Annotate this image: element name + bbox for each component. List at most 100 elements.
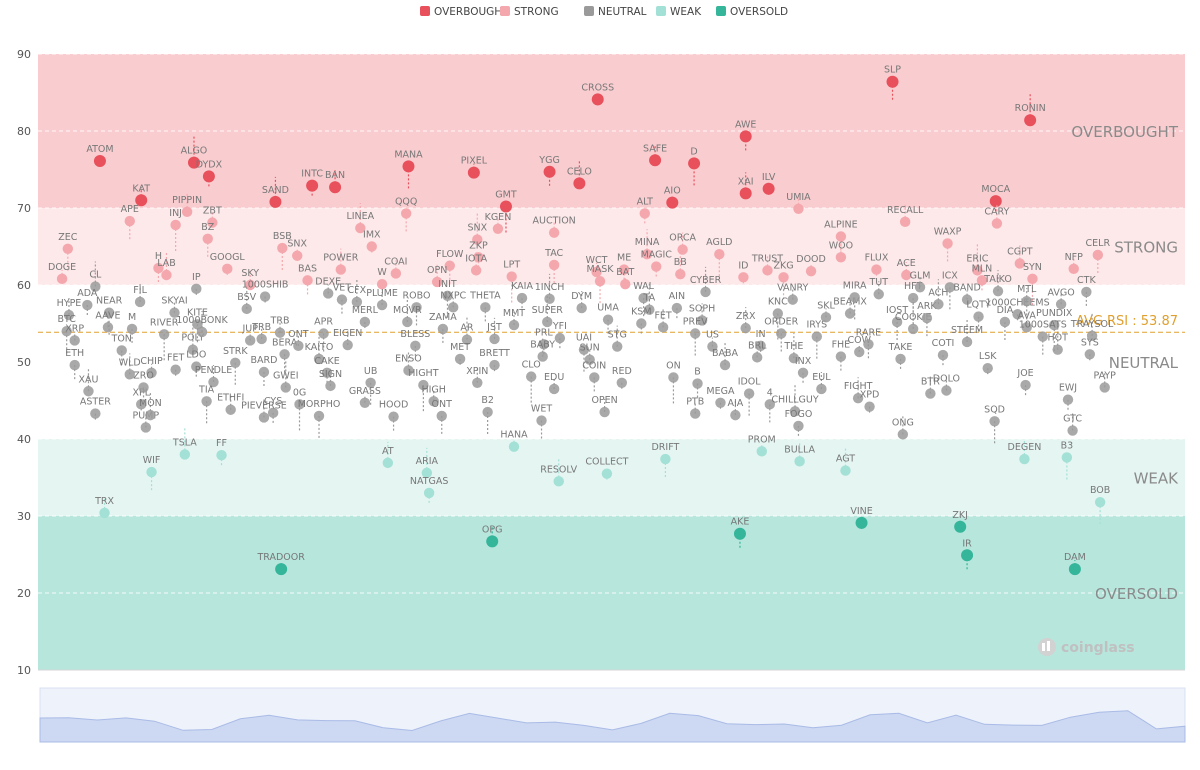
data-point-eul[interactable]: [816, 383, 827, 395]
data-point-order[interactable]: [776, 328, 787, 339]
data-point-dood[interactable]: [805, 265, 817, 277]
data-point-eth[interactable]: [69, 359, 80, 371]
data-point-cl[interactable]: [90, 281, 101, 292]
data-point-nfp[interactable]: [1068, 263, 1079, 275]
data-point-flux[interactable]: [871, 264, 882, 275]
data-point-pump[interactable]: [140, 422, 152, 433]
data-point-inx[interactable]: [797, 367, 809, 378]
data-point-alt[interactable]: [639, 208, 650, 219]
legend-swatch-weak[interactable]: [656, 6, 666, 16]
data-point-recall[interactable]: [899, 216, 911, 228]
data-point-traysol[interactable]: [1086, 330, 1098, 342]
data-point-mon[interactable]: [145, 409, 156, 421]
data-point-movr[interactable]: [402, 316, 413, 328]
data-point-robo[interactable]: [411, 302, 422, 313]
data-point-dam[interactable]: [1068, 563, 1081, 576]
data-point-0g[interactable]: [294, 399, 305, 410]
data-point-coin[interactable]: [589, 372, 600, 383]
data-point-aster[interactable]: [90, 408, 101, 419]
data-point-init[interactable]: [442, 290, 453, 301]
data-point-lqty[interactable]: [973, 311, 984, 322]
data-point-umia[interactable]: [793, 203, 804, 214]
data-point-ewj[interactable]: [1062, 394, 1074, 405]
data-point-mana[interactable]: [402, 160, 415, 173]
data-point-bulla[interactable]: [794, 456, 805, 467]
data-point-linea[interactable]: [355, 222, 366, 234]
data-point-zro[interactable]: [138, 382, 149, 393]
data-point-xpin[interactable]: [472, 377, 483, 388]
data-point-sand[interactable]: [269, 195, 282, 208]
data-point-beamx[interactable]: [844, 308, 856, 319]
data-point-plume[interactable]: [376, 299, 388, 311]
data-point-skyai[interactable]: [169, 307, 180, 318]
data-point-agld[interactable]: [714, 249, 725, 260]
data-point-uai[interactable]: [578, 344, 590, 355]
data-point-wld[interactable]: [124, 369, 135, 380]
data-point-ta[interactable]: [644, 304, 655, 315]
data-point-trx[interactable]: [99, 507, 110, 519]
data-point-clo[interactable]: [526, 371, 537, 382]
data-point-bsv[interactable]: [241, 303, 252, 315]
data-point-irys[interactable]: [811, 331, 823, 342]
data-point-xai[interactable]: [739, 187, 752, 200]
data-point-us[interactable]: [707, 341, 718, 352]
data-point-take[interactable]: [895, 353, 906, 365]
data-point-cow[interactable]: [854, 346, 865, 358]
data-point-bz[interactable]: [202, 233, 213, 244]
data-point-qqq[interactable]: [400, 208, 412, 219]
data-point-steem[interactable]: [961, 336, 973, 348]
data-point-joe[interactable]: [1020, 379, 1031, 391]
data-point-woo[interactable]: [835, 252, 847, 263]
data-point-hana[interactable]: [508, 441, 520, 452]
range-navigator[interactable]: [39, 687, 1186, 743]
data-point-ada[interactable]: [82, 299, 93, 311]
data-point-ava[interactable]: [1021, 322, 1032, 333]
legend-label-oversold[interactable]: OVERSOLD: [730, 6, 788, 18]
data-point-prom[interactable]: [756, 446, 767, 457]
data-point-pendle[interactable]: [208, 376, 219, 388]
data-point-agt[interactable]: [840, 465, 851, 476]
data-point-xau[interactable]: [83, 386, 94, 397]
data-point-1inch[interactable]: [544, 293, 555, 305]
data-point-poly[interactable]: [187, 344, 199, 355]
data-point-fhe[interactable]: [835, 351, 847, 362]
data-point-ach[interactable]: [933, 299, 944, 310]
data-point-bas[interactable]: [302, 275, 313, 286]
data-point-atom[interactable]: [93, 155, 106, 168]
data-point-super[interactable]: [542, 316, 553, 328]
data-point-jup[interactable]: [244, 335, 256, 346]
data-point-aave[interactable]: [102, 322, 114, 333]
data-point-snx[interactable]: [292, 250, 303, 261]
data-point-kgen[interactable]: [492, 223, 504, 234]
data-point-dym[interactable]: [576, 302, 587, 314]
data-point-celr[interactable]: [1092, 249, 1104, 261]
data-point-trust[interactable]: [762, 265, 773, 276]
data-point-zbt[interactable]: [207, 217, 218, 228]
data-point-ldo[interactable]: [191, 361, 202, 372]
data-point-hft[interactable]: [907, 292, 919, 304]
data-point-mega[interactable]: [715, 397, 726, 409]
data-point-eigen[interactable]: [342, 339, 353, 351]
legend-swatch-oversold[interactable]: [716, 6, 726, 16]
data-point-sign[interactable]: [325, 380, 336, 392]
data-point-flow[interactable]: [444, 260, 455, 271]
data-point-river[interactable]: [158, 329, 170, 340]
data-point-hype[interactable]: [63, 309, 75, 321]
data-point-zrx[interactable]: [740, 322, 751, 334]
legend-label-strong[interactable]: STRONG: [514, 6, 559, 18]
data-point-sky[interactable]: [244, 279, 256, 291]
data-point-stg[interactable]: [612, 341, 623, 352]
data-point-red[interactable]: [616, 377, 628, 388]
data-point-ff[interactable]: [216, 449, 227, 461]
data-point-chip[interactable]: [146, 367, 157, 378]
data-point-ont[interactable]: [293, 340, 304, 352]
data-point-mmt[interactable]: [508, 319, 520, 331]
data-point-m[interactable]: [126, 323, 138, 335]
data-point-strk[interactable]: [230, 357, 241, 368]
data-point-kite[interactable]: [192, 319, 203, 330]
data-point-ir[interactable]: [961, 549, 974, 562]
data-point-resolv[interactable]: [553, 476, 564, 487]
data-point-edu[interactable]: [548, 383, 560, 395]
data-point-me[interactable]: [618, 264, 630, 275]
data-point-b3[interactable]: [1061, 452, 1073, 463]
